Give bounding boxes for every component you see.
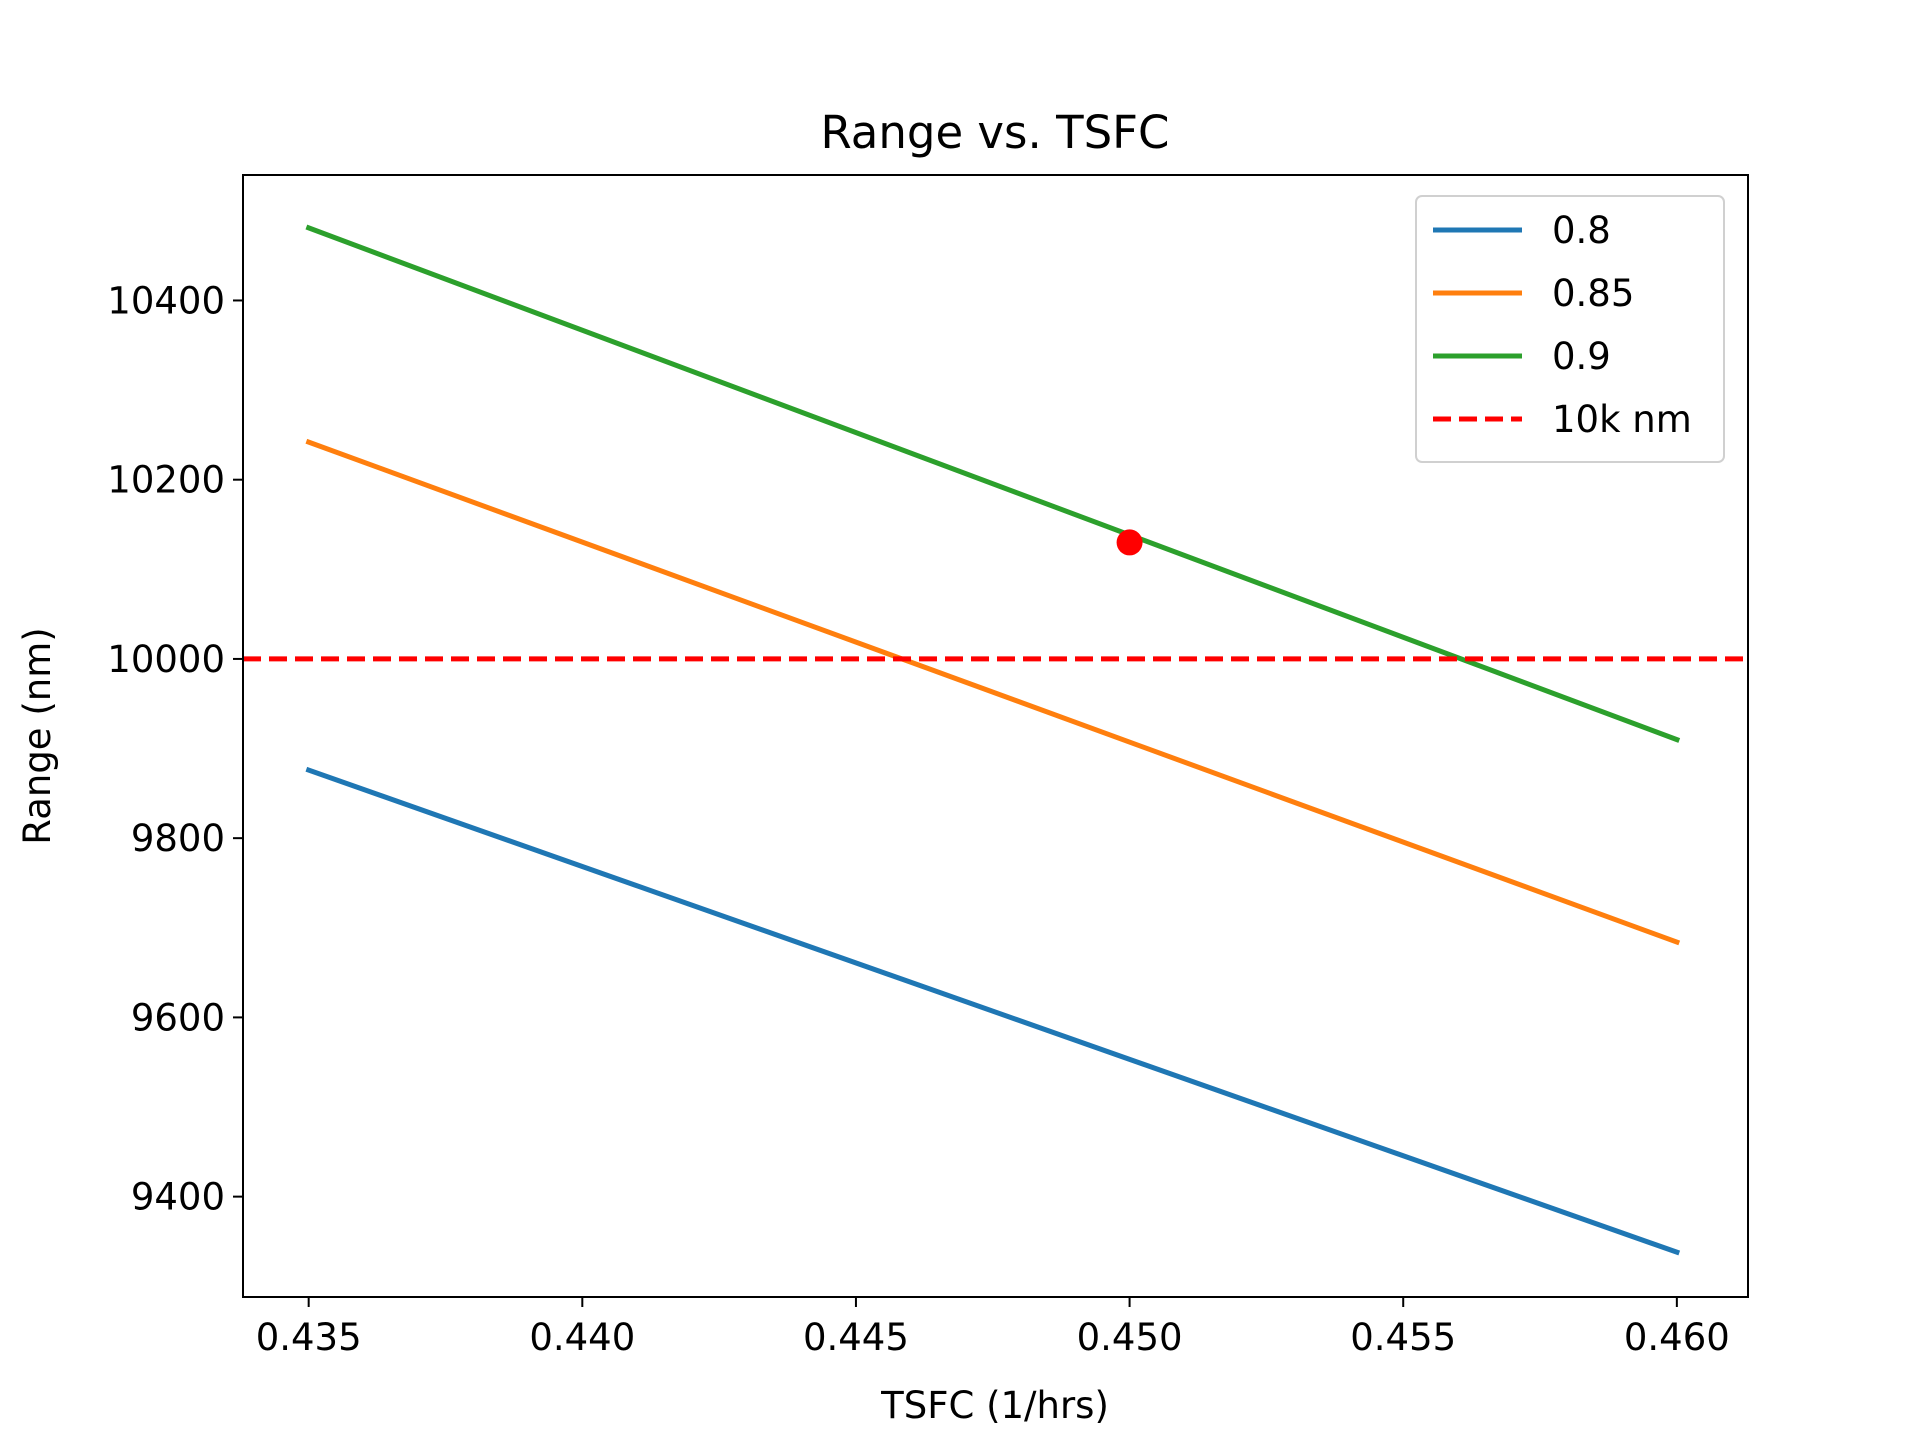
x-axis-ticks: 0.435 0.440 0.445 0.450 0.455 0.460 — [256, 1297, 1730, 1359]
series-line-0-8 — [305, 766, 1681, 1256]
series-line-0-85 — [305, 438, 1681, 946]
legend-label: 0.8 — [1552, 209, 1611, 252]
highlight-point — [1116, 529, 1143, 556]
x-tick-label: 0.440 — [529, 1316, 635, 1359]
x-tick-label: 0.460 — [1624, 1316, 1730, 1359]
legend-label: 0.9 — [1552, 335, 1611, 378]
y-axis-ticks: 9400 9600 9800 10000 10200 10400 — [107, 279, 243, 1219]
marker-layer — [1116, 529, 1143, 556]
y-tick-label: 9600 — [131, 996, 225, 1039]
x-axis-label: TSFC (1/hrs) — [880, 1384, 1109, 1427]
plot-frame — [242, 174, 1749, 1298]
series-line-0-9 — [305, 224, 1681, 743]
x-tick-label: 0.450 — [1077, 1316, 1183, 1359]
legend-label: 10k nm — [1552, 398, 1692, 441]
y-tick-label: 10200 — [107, 459, 225, 502]
y-tick-label: 9400 — [131, 1176, 225, 1219]
y-axis-label: Range (nm) — [16, 627, 59, 844]
x-tick-label: 0.435 — [256, 1316, 362, 1359]
x-tick-label: 0.455 — [1350, 1316, 1456, 1359]
y-tick-label: 9800 — [131, 817, 225, 860]
legend-box — [1415, 195, 1725, 463]
legend: 0.8 0.85 0.9 10k nm — [1415, 195, 1725, 463]
series-layer — [305, 224, 1681, 1256]
y-tick-label: 10400 — [107, 279, 225, 322]
legend-label: 0.85 — [1552, 272, 1634, 315]
chart-title: Range vs. TSFC — [821, 106, 1170, 159]
x-tick-label: 0.445 — [803, 1316, 909, 1359]
y-tick-label: 10000 — [107, 638, 225, 681]
